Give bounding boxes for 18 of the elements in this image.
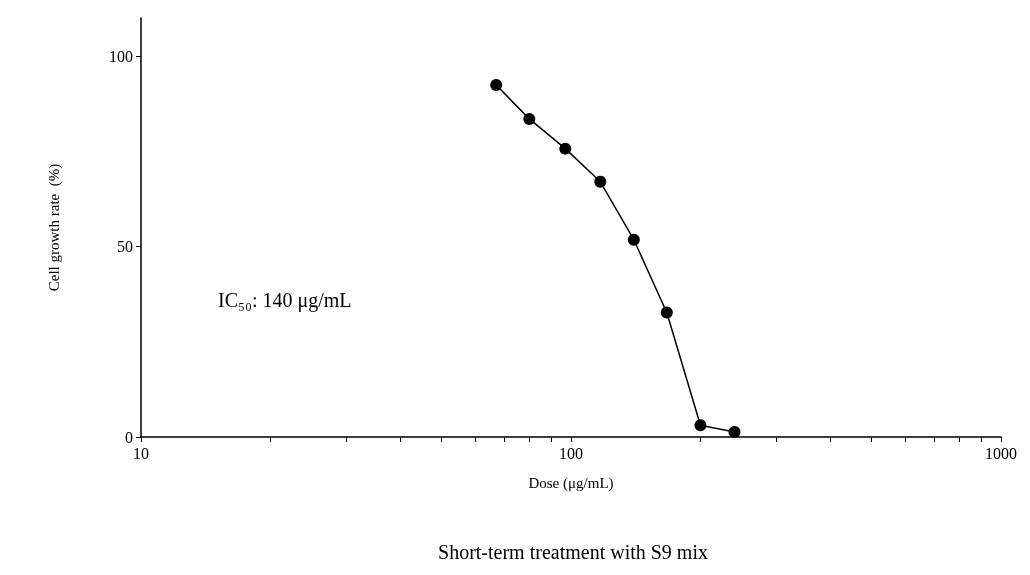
point	[627, 233, 640, 246]
annotation: IC₅₀: 140 μg/mL	[218, 289, 352, 312]
point	[728, 426, 741, 439]
x-axis-title: Dose (μg/mL)	[528, 474, 614, 492]
point	[490, 79, 503, 92]
x-tick-label: 100	[559, 444, 583, 462]
y-axis-title: Cell growth rate (%)	[45, 163, 63, 292]
y-tick-label: 100	[109, 47, 133, 65]
point	[523, 112, 536, 125]
x-tick-label: 10	[133, 444, 149, 462]
y-tick-label: 50	[117, 238, 133, 256]
y-tick-label: 0	[125, 428, 133, 446]
x-tick-label: 1000	[985, 444, 1017, 462]
text: Short-term treatment with S9 mix	[438, 541, 708, 563]
point	[694, 419, 707, 432]
point	[594, 175, 607, 188]
point	[559, 142, 572, 155]
point	[660, 306, 673, 319]
